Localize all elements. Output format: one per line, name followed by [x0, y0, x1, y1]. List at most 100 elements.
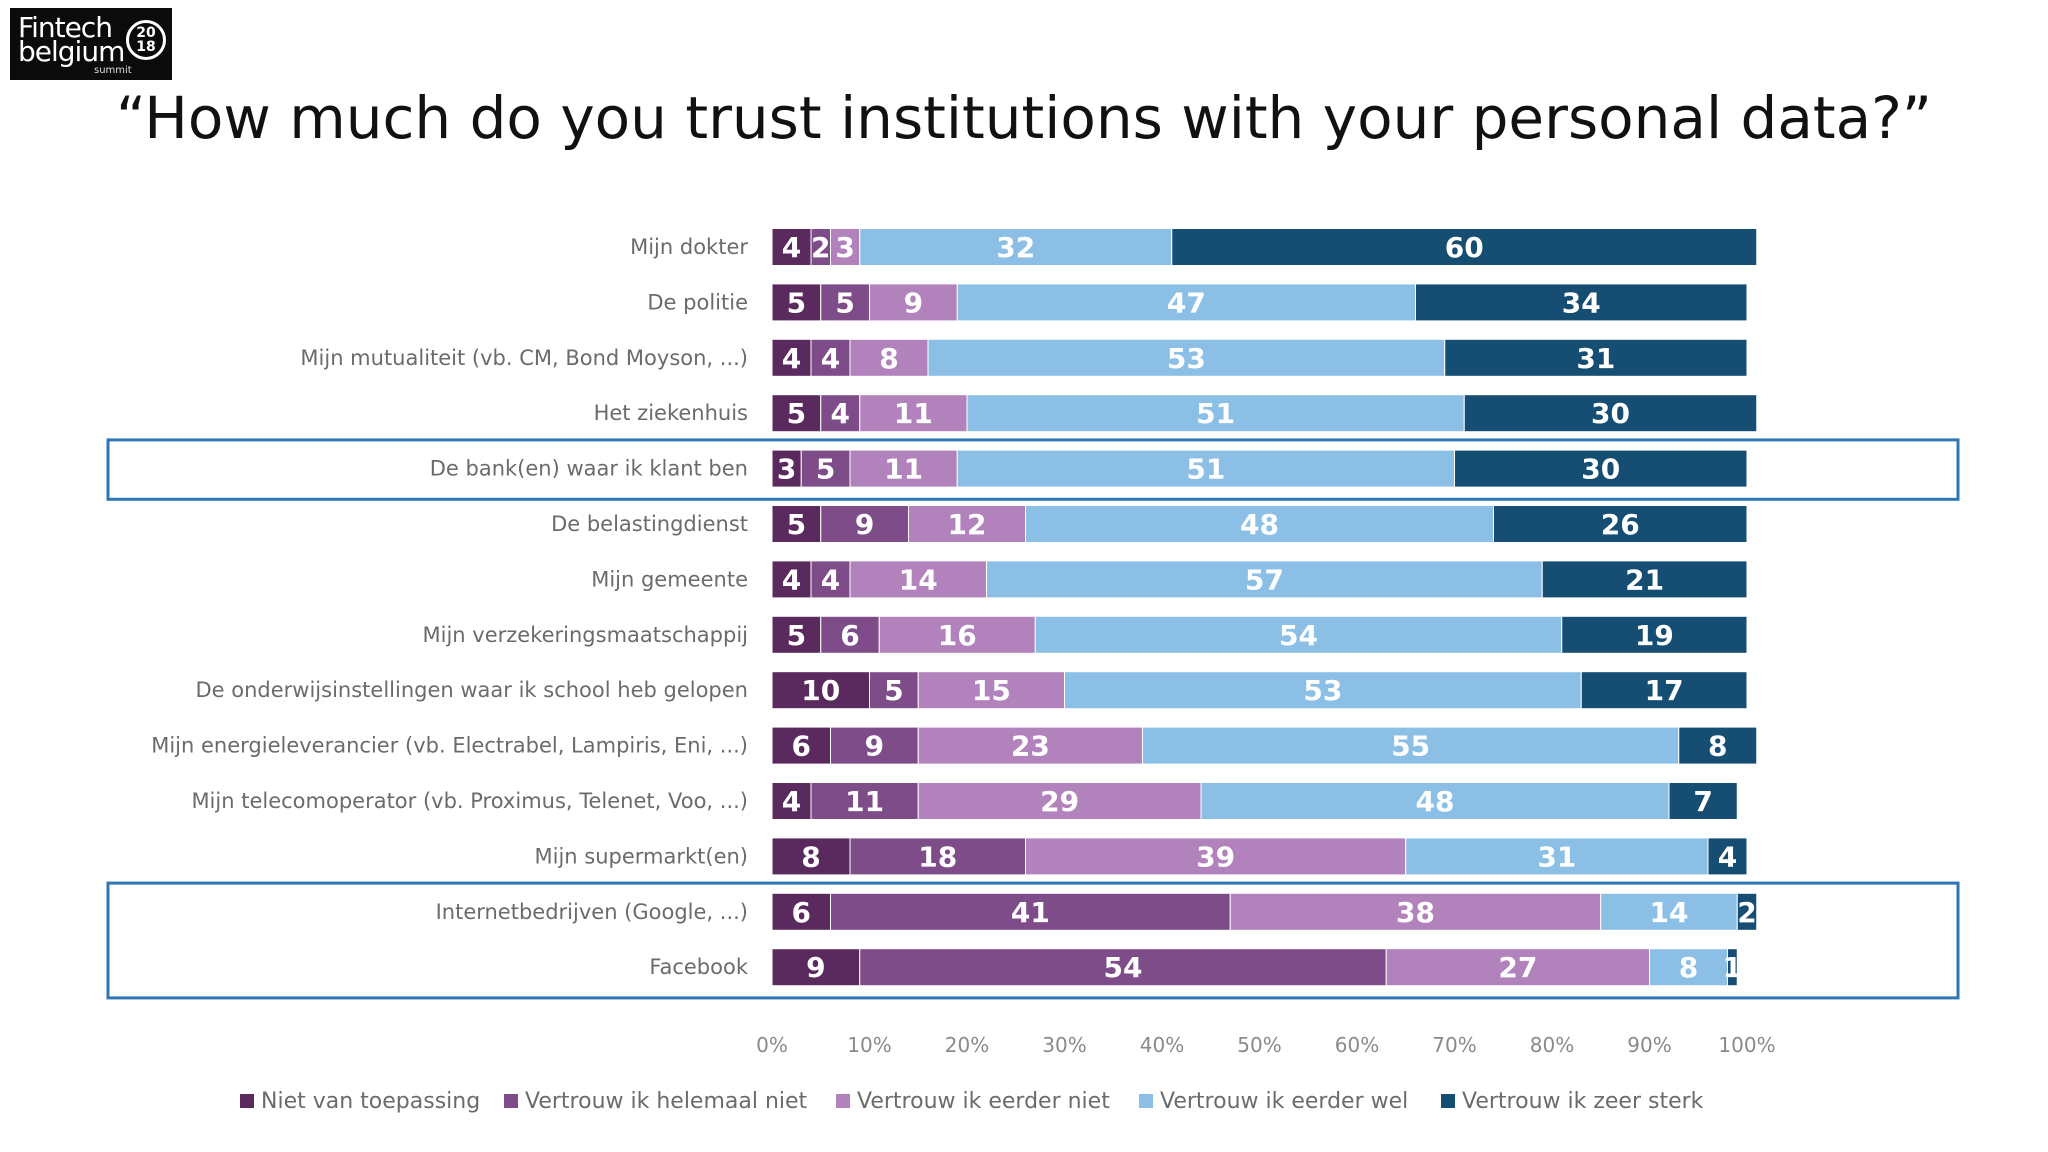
fintech-belgium-logo: Fintech belgium 20 18 summit	[10, 8, 172, 80]
data-label: 31	[1576, 342, 1615, 375]
bar-segment	[849, 338, 929, 377]
bar-segment	[1707, 837, 1748, 876]
data-label: 27	[1498, 951, 1537, 984]
data-label: 5	[816, 453, 835, 486]
bar-segment	[810, 560, 851, 599]
data-label: 9	[865, 730, 884, 763]
bar-segment	[1668, 782, 1738, 820]
bar-segment	[966, 394, 1465, 433]
data-label: 31	[1537, 840, 1576, 873]
data-label: 5	[787, 619, 806, 652]
legend-label: Vertrouw ik helemaal niet	[525, 1089, 808, 1114]
bar-segment	[771, 394, 822, 433]
bar-segment	[956, 283, 1416, 322]
bar-segment	[917, 726, 1143, 765]
data-label: 10	[801, 674, 840, 707]
bar-segment	[1064, 671, 1582, 710]
bar-segment	[771, 338, 812, 377]
bar-segment	[771, 560, 812, 599]
data-label: 39	[1196, 840, 1235, 873]
data-label: 6	[792, 730, 811, 763]
logo-year-top: 20	[136, 25, 156, 41]
data-label: 11	[845, 785, 884, 818]
data-label: 3	[835, 231, 854, 264]
data-label: 6	[792, 896, 811, 929]
logo-text-belgium: belgium	[18, 35, 125, 68]
data-label: 5	[835, 286, 854, 319]
bar-segment	[849, 560, 987, 599]
data-label: 1	[1723, 951, 1742, 984]
category-label: De bank(en) waar ik klant ben	[430, 457, 748, 481]
data-label: 14	[899, 563, 938, 596]
logo-text-fintech: Fintech	[18, 11, 113, 44]
data-label: 18	[918, 840, 957, 873]
data-label: 8	[1679, 951, 1698, 984]
bar-segment	[1229, 892, 1602, 931]
bar-segment	[1025, 505, 1494, 543]
data-label: 26	[1601, 508, 1640, 541]
bar-segment	[771, 782, 812, 820]
data-label: 9	[904, 286, 923, 319]
category-label: Mijn mutualiteit (vb. CM, Bond Moyson, .…	[300, 346, 748, 370]
category-label: De belastingdienst	[551, 512, 748, 536]
legend-swatch	[836, 1094, 850, 1108]
data-label: 53	[1303, 674, 1342, 707]
x-tick-label: 10%	[847, 1033, 891, 1057]
bar-segment	[1454, 449, 1748, 488]
data-label: 16	[938, 619, 977, 652]
bar-segment	[859, 948, 1387, 987]
bar-segment	[1385, 948, 1650, 987]
category-label: Mijn energieleverancier (vb. Electrabel,…	[151, 734, 748, 758]
data-label: 60	[1445, 231, 1484, 264]
data-label: 57	[1245, 563, 1284, 596]
bar-segment	[1171, 228, 1758, 266]
bar-segment	[1649, 948, 1728, 987]
data-label: 34	[1562, 286, 1601, 319]
logo-subtext: summit	[94, 65, 132, 76]
data-label: 4	[821, 342, 840, 375]
category-label: Mijn gemeente	[591, 567, 748, 591]
bar-segment	[917, 782, 1202, 820]
bar-segment	[820, 505, 909, 543]
category-label: Facebook	[649, 955, 749, 979]
bar-segment	[1493, 505, 1748, 543]
x-tick-label: 60%	[1335, 1033, 1379, 1057]
data-label: 48	[1240, 508, 1279, 541]
category-label: De politie	[647, 290, 748, 314]
highlight-frame-0	[106, 438, 1960, 501]
legend-label: Niet van toepassing	[261, 1089, 480, 1114]
x-tick-label: 0%	[756, 1033, 788, 1057]
data-label: 38	[1396, 896, 1435, 929]
legend-swatch	[504, 1094, 518, 1108]
x-tick-label: 20%	[945, 1033, 989, 1057]
highlight-frame-1	[106, 881, 1960, 1000]
data-label: 4	[821, 563, 840, 596]
data-label: 4	[782, 785, 801, 818]
bar-segment	[820, 394, 861, 433]
data-label: 4	[831, 397, 850, 430]
bar-segment	[1600, 892, 1738, 931]
bar-segment	[1561, 615, 1748, 654]
category-label: Mijn verzekeringsmaatschappij	[423, 623, 749, 647]
x-tick-label: 80%	[1530, 1033, 1574, 1057]
data-label: 5	[787, 286, 806, 319]
bar-segment	[771, 615, 822, 654]
data-label: 8	[1708, 730, 1727, 763]
bar-segment	[1727, 948, 1738, 987]
bar-segment	[771, 505, 822, 543]
data-label: 8	[879, 342, 898, 375]
category-label: Mijn supermarkt(en)	[534, 844, 748, 868]
data-label: 2	[811, 231, 830, 264]
bar-segment	[810, 338, 851, 377]
bar-segment	[849, 449, 958, 488]
data-label: 4	[782, 563, 801, 596]
bar-segment	[1025, 837, 1407, 876]
bar-segment	[1405, 837, 1709, 876]
bar-segment	[1142, 726, 1680, 765]
data-label: 3	[777, 453, 796, 486]
x-tick-label: 40%	[1140, 1033, 1184, 1057]
data-label: 53	[1167, 342, 1206, 375]
data-label: 29	[1040, 785, 1079, 818]
data-label: 21	[1625, 563, 1664, 596]
